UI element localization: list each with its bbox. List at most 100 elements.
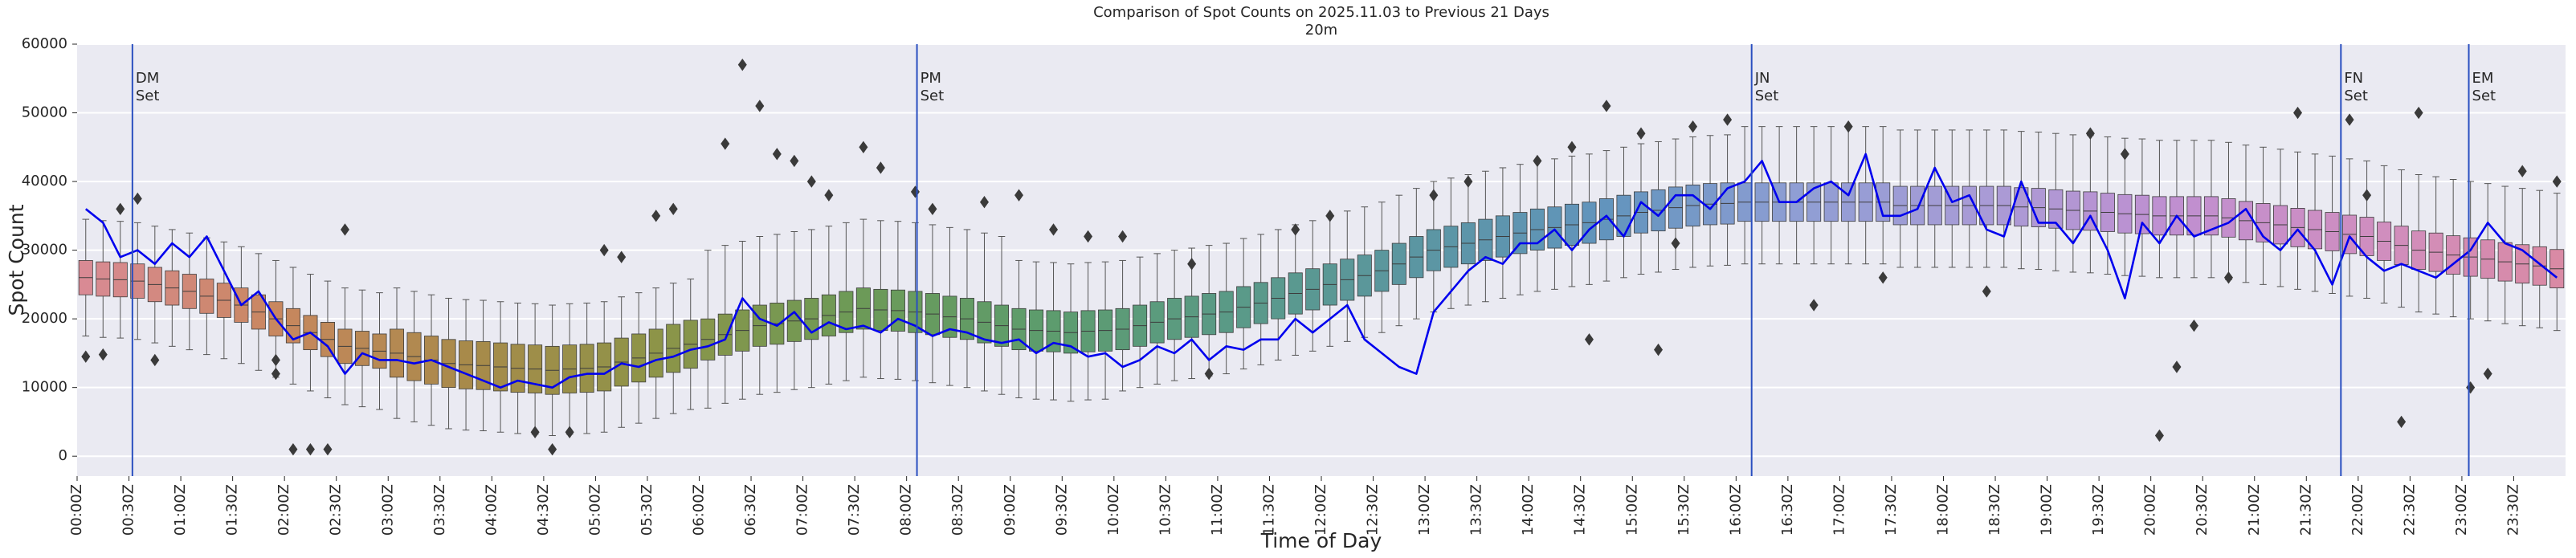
x-tick-label: 17:30Z <box>1883 484 1900 536</box>
outlier <box>806 175 816 188</box>
outlier <box>1533 154 1542 168</box>
chart-title: Comparison of Spot Counts on 2025.11.03 … <box>1093 4 1549 21</box>
outlier <box>2362 189 2372 202</box>
y-tick-label: 40000 <box>22 173 67 189</box>
y-tick-label: 30000 <box>22 242 67 259</box>
x-tick-label: 03:30Z <box>431 484 448 536</box>
y-axis-label: Spot Count <box>5 204 28 316</box>
event-label: FN <box>2344 70 2363 87</box>
outlier <box>1809 299 1819 312</box>
x-tick-label: 11:30Z <box>1260 484 1277 536</box>
chart-subtitle: 20m <box>1305 22 1337 39</box>
current-day-line <box>84 153 2558 389</box>
outlier <box>1723 113 1733 126</box>
outlier <box>2345 113 2354 126</box>
outlier <box>340 223 349 236</box>
x-tick-label: 23:30Z <box>2505 484 2521 536</box>
x-tick-label: 12:30Z <box>1365 484 1382 536</box>
outlier <box>98 348 108 361</box>
event-label: Set <box>136 88 160 104</box>
x-tick-label: 07:00Z <box>794 484 811 536</box>
outlier <box>1602 100 1611 112</box>
outlier <box>1325 210 1335 222</box>
outlier <box>772 148 782 161</box>
x-tick-label: 15:30Z <box>1676 484 1692 536</box>
x-tick-label: 07:30Z <box>846 484 863 536</box>
x-tick-label: 17:00Z <box>1831 484 1847 536</box>
outlier <box>1464 175 1473 188</box>
outlier <box>1878 271 1888 284</box>
outlier <box>755 100 765 112</box>
x-tick-label: 00:30Z <box>120 484 137 536</box>
x-tick-label: 16:00Z <box>1727 484 1744 536</box>
x-tick-label: 21:00Z <box>2246 484 2263 536</box>
x-tick-label: 00:00Z <box>68 484 85 536</box>
outlier <box>2085 127 2095 140</box>
outlier <box>790 154 799 168</box>
outlier <box>1671 237 1680 250</box>
plot-background <box>77 44 2566 476</box>
y-tick-label: 60000 <box>22 35 67 52</box>
x-tick-label: 02:00Z <box>276 484 292 536</box>
x-axis-label: Time of Day <box>1260 529 1382 552</box>
x-tick-label: 06:00Z <box>691 484 708 536</box>
y-tick-label: 10000 <box>22 379 67 396</box>
x-tick-label: 11:00Z <box>1209 484 1226 536</box>
outlier <box>305 442 315 456</box>
outlier <box>824 189 834 202</box>
event-label: EM <box>2472 70 2494 87</box>
outlier <box>721 137 730 150</box>
outlier <box>2552 175 2562 188</box>
outlier <box>2189 319 2198 332</box>
outlier <box>1843 120 1853 133</box>
outlier <box>271 353 280 367</box>
y-tick-label: 0 <box>59 447 67 464</box>
outlier <box>599 243 609 257</box>
x-tick-label: 13:30Z <box>1468 484 1485 536</box>
outlier <box>1291 223 1300 236</box>
outlier <box>2172 360 2182 373</box>
outlier <box>1187 258 1197 271</box>
event-label: PM <box>921 70 941 87</box>
outlier <box>979 196 989 209</box>
outlier <box>133 192 142 206</box>
outlier <box>1204 367 1214 381</box>
outlier <box>271 367 280 381</box>
x-tick-label: 20:00Z <box>2142 484 2159 536</box>
outlier <box>1688 120 1698 133</box>
outlier <box>2223 271 2233 284</box>
x-tick-label: 20:30Z <box>2194 484 2211 536</box>
x-tick-label: 05:00Z <box>586 484 603 536</box>
x-tick-label: 23:00Z <box>2453 484 2470 536</box>
x-tick-label: 01:00Z <box>172 484 189 536</box>
x-tick-label: 02:30Z <box>328 484 345 536</box>
x-tick-label: 08:30Z <box>949 484 966 536</box>
x-tick-label: 18:30Z <box>1986 484 2003 536</box>
y-tick-label: 20000 <box>22 310 67 327</box>
outlier <box>2483 367 2492 381</box>
outlier <box>323 442 333 456</box>
outlier <box>2120 148 2129 161</box>
x-tick-label: 10:00Z <box>1105 484 1122 536</box>
outlier <box>2293 106 2303 120</box>
outlier <box>81 350 91 363</box>
outlier <box>116 202 125 215</box>
outlier <box>876 161 885 174</box>
outlier <box>1429 189 1439 202</box>
x-tick-label: 14:30Z <box>1572 484 1589 536</box>
event-label: Set <box>2344 88 2368 104</box>
outlier <box>1654 343 1664 356</box>
x-tick-label: 06:30Z <box>742 484 759 536</box>
x-tick-label: 12:00Z <box>1312 484 1329 536</box>
event-label: JN <box>1754 70 1770 87</box>
outlier <box>150 353 160 367</box>
outlier <box>668 202 678 215</box>
outlier <box>1014 189 1024 202</box>
x-tick-label: 05:30Z <box>639 484 655 536</box>
x-tick-label: 13:00Z <box>1416 484 1433 536</box>
x-tick-label: 16:30Z <box>1779 484 1796 536</box>
outlier <box>2414 106 2423 120</box>
outlier <box>288 442 298 456</box>
outlier <box>928 202 937 215</box>
